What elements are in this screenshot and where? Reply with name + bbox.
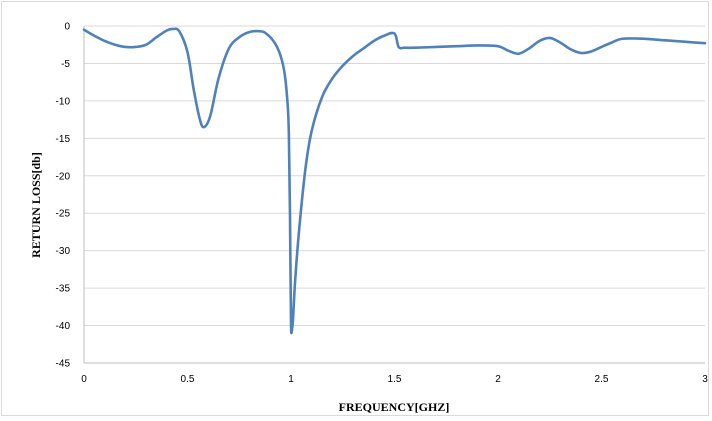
y-tick-label: -35 bbox=[56, 284, 71, 295]
series-line bbox=[82, 27, 707, 335]
x-axis-title: FREQUENCY[GHZ] bbox=[339, 400, 450, 414]
y-tick-label: -10 bbox=[56, 96, 71, 107]
y-axis-ticks: 0 -5 -10 -15 -20 -25 -30 -35 -40 -45 bbox=[56, 22, 71, 370]
x-tick-label: 1.5 bbox=[388, 374, 402, 385]
y-tick-label: -45 bbox=[56, 359, 71, 370]
y-tick-label: -40 bbox=[56, 321, 71, 332]
x-tick-label: 2 bbox=[495, 374, 501, 385]
y-tick-label: -20 bbox=[56, 171, 71, 182]
x-axis-ticks: 0 0.5 1 1.5 2 2.5 3 bbox=[81, 374, 708, 385]
y-tick-label: -30 bbox=[56, 246, 71, 257]
x-tick-label: 0.5 bbox=[181, 374, 195, 385]
x-tick-label: 1 bbox=[288, 374, 294, 385]
grid bbox=[84, 25, 705, 364]
x-tick-label: 2.5 bbox=[595, 374, 609, 385]
y-axis-title: RETURN LOSS[db] bbox=[29, 152, 43, 258]
y-tick-label: 0 bbox=[64, 22, 70, 33]
y-tick-label: -25 bbox=[56, 209, 71, 220]
x-tick-label: 3 bbox=[702, 374, 708, 385]
plot-area bbox=[83, 26, 705, 364]
series-group bbox=[82, 27, 707, 335]
y-tick-label: -15 bbox=[56, 134, 71, 145]
y-tick-label: -5 bbox=[61, 59, 70, 70]
x-tick-label: 0 bbox=[81, 374, 87, 385]
